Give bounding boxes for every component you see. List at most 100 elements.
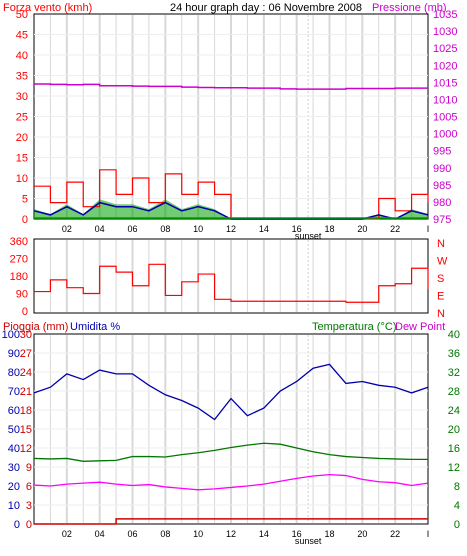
- pressure-y-tick: 1000: [433, 129, 457, 141]
- temperature-y-tick: 20: [448, 424, 460, 436]
- temperature-y-tick: 40: [448, 329, 460, 341]
- series-pressure: [34, 83, 428, 90]
- wind-y-tick: 50: [16, 9, 28, 21]
- dewpoint-label: Dew Point: [395, 321, 445, 333]
- x-tick-label: 12: [226, 529, 236, 539]
- pressure-y-tick: 990: [433, 163, 451, 175]
- wind-y-tick: 5: [22, 194, 28, 206]
- humidity-y-tick: 20: [8, 481, 20, 493]
- wind-title: Forza vento (kmh): [3, 2, 92, 14]
- direction-y-tick: 270: [10, 254, 28, 266]
- rain-y-tick: 0: [26, 519, 32, 531]
- x-tick-label: 06: [127, 529, 137, 539]
- series-humidity: [33, 363, 429, 421]
- wind-fill-area: [34, 199, 428, 219]
- x-tick-label: 08: [160, 224, 170, 234]
- rain-y-tick: 6: [26, 481, 32, 493]
- x-tick-end: I: [427, 224, 430, 234]
- direction-y-tick: 90: [16, 289, 28, 301]
- x-tick-label: 16: [292, 224, 302, 234]
- humidity-y-tick: 30: [8, 462, 20, 474]
- x-tick-label: 02: [62, 529, 72, 539]
- data-layer: [33, 83, 429, 525]
- x-tick-label: 04: [95, 529, 105, 539]
- temperature-y-tick: 4: [454, 500, 460, 512]
- x-tick-label: 12: [226, 224, 236, 234]
- wind-y-tick: 15: [16, 153, 28, 165]
- x-tick-label: 18: [324, 529, 334, 539]
- series-dewpoint: [33, 473, 429, 491]
- x-tick-end: I: [427, 529, 430, 539]
- humidity-y-tick: 40: [8, 443, 20, 455]
- rain-y-tick: 9: [26, 462, 32, 474]
- wind-y-tick: 30: [16, 91, 28, 103]
- direction-letter: E: [437, 291, 444, 303]
- pressure-y-tick: 980: [433, 197, 451, 209]
- direction-y-tick: 360: [10, 236, 28, 248]
- humidity-y-tick: 50: [8, 424, 20, 436]
- pressure-y-tick: 1020: [433, 60, 457, 72]
- rain-y-tick: 24: [20, 367, 32, 379]
- wind-y-tick: 0: [22, 214, 28, 226]
- x-tick-label: 14: [259, 529, 269, 539]
- pressure-y-tick: 1035: [433, 9, 457, 21]
- rain-y-tick: 18: [20, 405, 32, 417]
- temperature-y-tick: 36: [448, 348, 460, 360]
- date-title: 24 hour graph day : 06 Novembre 2008: [170, 2, 362, 14]
- direction-letter: N: [437, 308, 445, 320]
- rain-label: Pioggia (mm): [3, 321, 68, 333]
- humidity-y-tick: 90: [8, 348, 20, 360]
- x-tick-label: 16: [292, 529, 302, 539]
- series-temperature: [33, 442, 428, 462]
- pressure-y-tick: 985: [433, 180, 451, 192]
- direction-letter: N: [437, 238, 445, 250]
- direction-letter: W: [437, 256, 448, 268]
- series-wind-average: [33, 201, 429, 220]
- pressure-y-tick: 1015: [433, 77, 457, 89]
- x-tick-label: 18: [324, 224, 334, 234]
- humidity-y-tick: 0: [14, 519, 20, 531]
- series-wind-direction: [34, 263, 429, 303]
- direction-y-tick: 180: [10, 271, 28, 283]
- series-rain: [34, 518, 428, 525]
- humidity-y-tick: 80: [8, 367, 20, 379]
- temperature-y-tick: 24: [448, 405, 460, 417]
- x-tick-label: 04: [95, 224, 105, 234]
- x-tick-label: 06: [127, 224, 137, 234]
- pressure-title: Pressione (mb): [372, 2, 447, 14]
- temperature-label: Temperatura (°C): [312, 321, 396, 333]
- x-tick-label: 08: [160, 529, 170, 539]
- pressure-y-tick: 995: [433, 146, 451, 158]
- x-tick-label: 22: [390, 529, 400, 539]
- rain-y-tick: 12: [20, 443, 32, 455]
- direction-y-tick: 0: [22, 306, 28, 318]
- wind-y-tick: 45: [16, 30, 28, 42]
- humidity-y-tick: 10: [8, 500, 20, 512]
- pressure-y-tick: 1010: [433, 94, 457, 106]
- x-tick-label: 20: [357, 224, 367, 234]
- temperature-y-tick: 32: [448, 367, 460, 379]
- rain-y-tick: 30: [20, 329, 32, 341]
- humidity-y-tick: 70: [8, 386, 20, 398]
- pressure-y-tick: 1005: [433, 112, 457, 124]
- sunset-label: sunset: [295, 536, 322, 546]
- direction-letter: S: [437, 273, 444, 285]
- temperature-y-tick: 8: [454, 481, 460, 493]
- temperature-y-tick: 12: [448, 462, 460, 474]
- pressure-y-tick: 975: [433, 214, 451, 226]
- temperature-y-tick: 0: [454, 519, 460, 531]
- pressure-y-tick: 1030: [433, 26, 457, 38]
- rain-y-tick: 3: [26, 500, 32, 512]
- x-tick-label: 10: [193, 529, 203, 539]
- humidity-label: Umidita %: [70, 321, 120, 333]
- rain-y-tick: 15: [20, 424, 32, 436]
- humidity-y-tick: 100: [2, 329, 20, 341]
- rain-y-tick: 27: [20, 348, 32, 360]
- x-tick-label: 14: [259, 224, 269, 234]
- x-tick-label: 02: [62, 224, 72, 234]
- x-tick-label: 20: [357, 529, 367, 539]
- wind-y-tick: 20: [16, 132, 28, 144]
